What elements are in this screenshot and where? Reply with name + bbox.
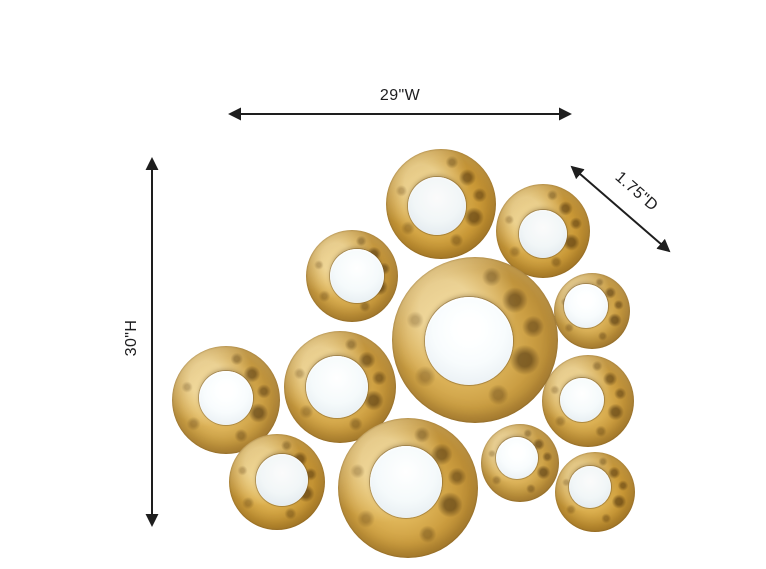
mirror-center — [306, 356, 368, 418]
gold-disc-10 — [338, 418, 478, 558]
mirror-center — [408, 177, 466, 235]
mirror-center — [519, 210, 567, 258]
mirror-center — [496, 437, 538, 479]
gold-disc-9 — [229, 434, 325, 530]
mirror-center — [370, 446, 442, 518]
gold-disc-4 — [554, 273, 630, 349]
gold-disc-6 — [542, 355, 634, 447]
mirror-center — [569, 466, 611, 508]
gold-disc-1 — [386, 149, 496, 259]
gold-disc-12 — [555, 452, 635, 532]
mirror-center — [199, 371, 253, 425]
mirror-center — [564, 284, 608, 328]
gold-disc-5 — [392, 257, 558, 423]
height-dimension-label: 30"H — [123, 319, 140, 357]
width-dimension-label: 29"W — [379, 87, 421, 104]
mirror-center — [425, 297, 513, 385]
gold-disc-3 — [306, 230, 398, 322]
mirror-center — [330, 249, 384, 303]
mirror-center — [256, 454, 308, 506]
mirror-center — [560, 378, 604, 422]
gold-disc-11 — [481, 424, 559, 502]
